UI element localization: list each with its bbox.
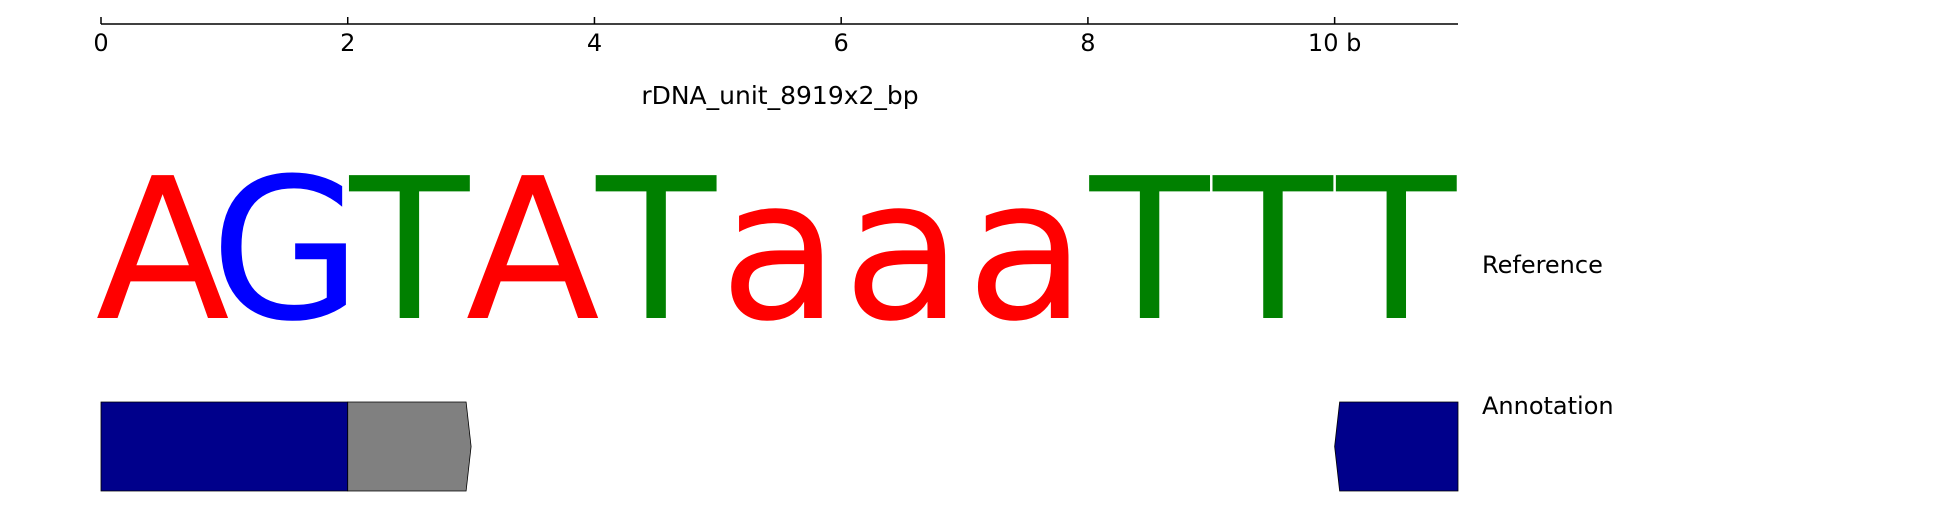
annotation-track [100, 401, 1459, 492]
ruler-tick-label: 0 [93, 29, 108, 57]
reference-base: T [595, 137, 717, 365]
ruler-tick-label: 6 [834, 29, 849, 57]
reference-base: A [466, 137, 600, 365]
ruler-tick-label: 4 [587, 29, 602, 57]
annotation-feature [1334, 401, 1459, 492]
ruler-tick-label: 10 b [1308, 29, 1361, 57]
reference-base: T [1089, 137, 1211, 365]
reference-base: G [210, 137, 362, 365]
reference-track-label: Reference [1482, 251, 1603, 279]
annotation-track-label: Annotation [1482, 392, 1614, 420]
reference-base: a [966, 137, 1086, 365]
reference-base: T [1212, 137, 1334, 365]
reference-base: a [843, 137, 963, 365]
ruler-tick-label: 2 [340, 29, 355, 57]
ruler-tick-label: 8 [1080, 29, 1095, 57]
reference-base: T [1335, 137, 1457, 365]
ruler-ticks: 0 2 4 6 8 10 b [93, 17, 1361, 57]
sequence-title: rDNA_unit_8919x2_bp [641, 81, 918, 110]
reference-base: A [96, 137, 230, 365]
annotation-feature [100, 401, 349, 492]
annotation-feature [347, 401, 472, 492]
reference-base: a [719, 137, 839, 365]
ruler: 0 2 4 6 8 10 b [93, 17, 1458, 57]
reference-base: T [349, 137, 471, 365]
